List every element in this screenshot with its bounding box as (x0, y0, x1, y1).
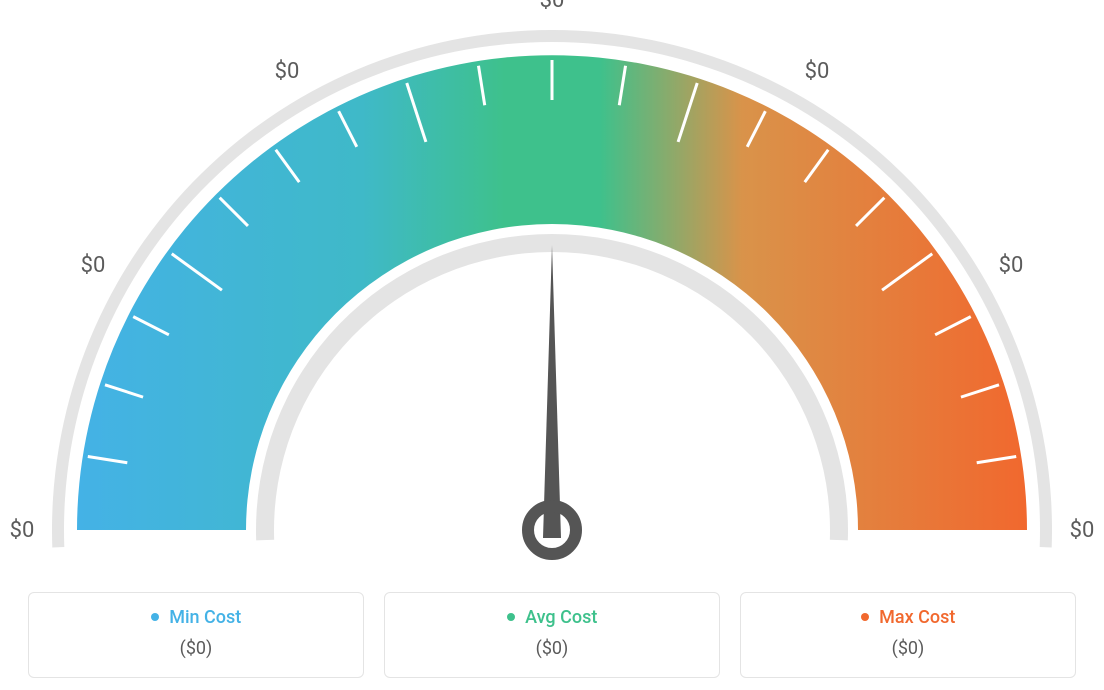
legend-title-min: Min Cost (39, 607, 353, 628)
legend-card-avg: Avg Cost ($0) (384, 592, 720, 678)
legend-label-min: Min Cost (169, 607, 241, 628)
svg-text:$0: $0 (1070, 518, 1095, 543)
svg-text:$0: $0 (275, 59, 300, 84)
legend-title-max: Max Cost (751, 607, 1065, 628)
svg-text:$0: $0 (540, 0, 565, 13)
legend-label-max: Max Cost (879, 607, 955, 628)
legend-title-avg: Avg Cost (395, 607, 709, 628)
svg-text:$0: $0 (10, 518, 35, 543)
legend-card-min: Min Cost ($0) (28, 592, 364, 678)
legend-value-max: ($0) (751, 638, 1065, 659)
gauge-svg: $0 $0 $0 $0 $0 $0 $0 (0, 0, 1104, 560)
gauge-chart: $0 $0 $0 $0 $0 $0 $0 (0, 0, 1104, 560)
svg-text:$0: $0 (805, 59, 830, 84)
svg-text:$0: $0 (999, 253, 1024, 278)
legend-row: Min Cost ($0) Avg Cost ($0) Max Cost ($0… (28, 592, 1076, 678)
legend-card-max: Max Cost ($0) (740, 592, 1076, 678)
legend-value-avg: ($0) (395, 638, 709, 659)
legend-label-avg: Avg Cost (525, 607, 597, 628)
legend-value-min: ($0) (39, 638, 353, 659)
svg-text:$0: $0 (81, 253, 106, 278)
legend-dot-max (861, 613, 869, 621)
legend-dot-avg (507, 613, 515, 621)
legend-dot-min (151, 613, 159, 621)
